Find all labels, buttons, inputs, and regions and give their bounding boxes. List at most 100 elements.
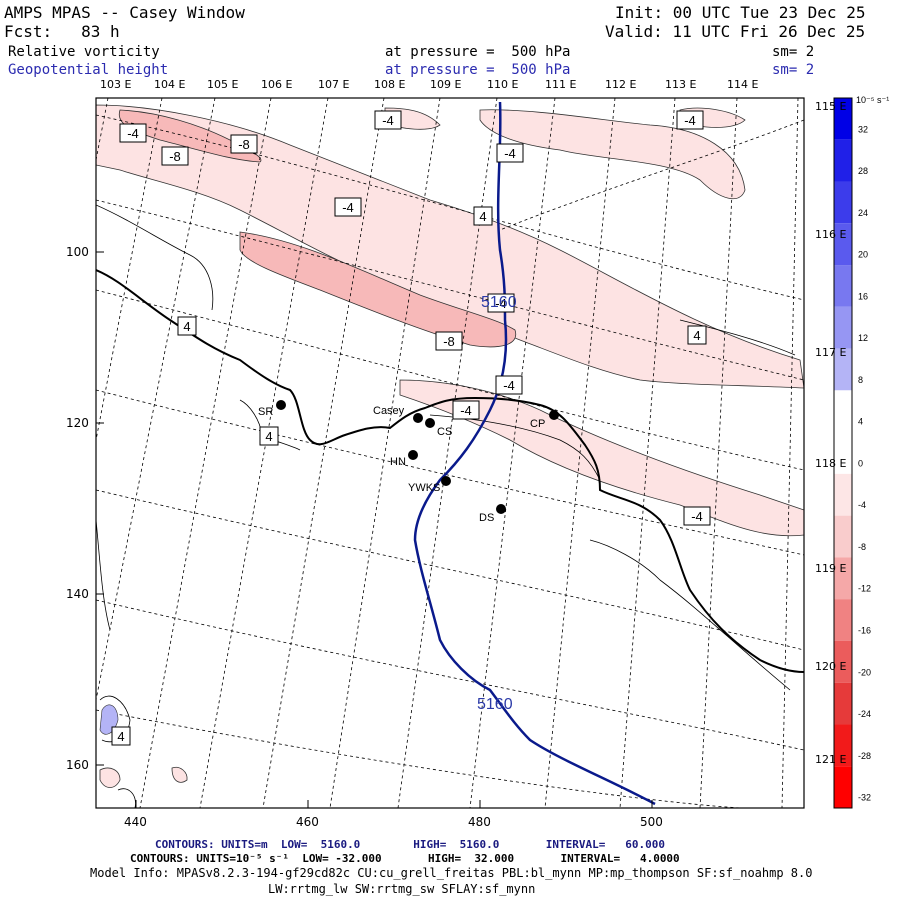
- app-title: AMPS MPAS -- Casey Window: [4, 3, 245, 22]
- contour-label: -4: [684, 113, 696, 128]
- model-info-physics: LW:rrtmg_lw SW:rrtmg_sw SFLAY:sf_mynn: [268, 882, 536, 896]
- lon-label-top: 114 E: [727, 78, 759, 91]
- colorbar-swatch: [834, 557, 852, 600]
- station-marker-ywks: [441, 476, 451, 486]
- colorbar-label: 20: [858, 250, 868, 260]
- forecast-hour: Fcst: 83 h: [4, 22, 120, 41]
- contour-label: -4: [342, 200, 354, 215]
- station-marker-cs: [425, 418, 435, 428]
- colorbar-swatch: [834, 223, 852, 266]
- station-marker-sr: [276, 400, 286, 410]
- contour-label: -4: [127, 126, 139, 141]
- colorbar-swatch: [834, 139, 852, 182]
- height-contour-5160: [413, 101, 656, 806]
- colorbar-label: 28: [858, 166, 868, 176]
- field1-name: Relative vorticity: [8, 44, 160, 60]
- station-label-casey: Casey: [373, 405, 405, 417]
- contour-label: -4: [460, 403, 472, 418]
- y-tick-label: 100: [66, 245, 89, 259]
- lon-label-right: 118 E: [815, 457, 847, 470]
- contours-info-height: CONTOURS: UNITS=m LOW= 5160.0 HIGH= 5160…: [155, 838, 665, 851]
- height-label: 5160: [477, 696, 513, 713]
- lon-label-right: 121 E: [815, 753, 847, 766]
- colorbar-label: -20: [858, 667, 871, 677]
- coastline: [96, 269, 804, 673]
- vorticity-fill-dark: [118, 109, 517, 348]
- model-info: Model Info: MPASv8.2.3-194-gf29cd82c CU:…: [90, 866, 813, 880]
- y-tick-label: 140: [66, 587, 89, 601]
- contour-label: 4: [479, 209, 486, 224]
- y-tick-label: 120: [66, 416, 89, 430]
- x-tick-label: 480: [468, 815, 491, 829]
- colorbar-label: -24: [858, 709, 871, 719]
- lon-label-top: 104 E: [154, 78, 186, 91]
- plot-frame: [95, 97, 805, 809]
- colorbar-swatch: [834, 348, 852, 391]
- lon-label-right: 117 E: [815, 346, 847, 359]
- lon-label-top: 113 E: [665, 78, 697, 91]
- lon-label-top: 108 E: [374, 78, 406, 91]
- contour-label: -8: [238, 137, 250, 152]
- colorbar-label: -8: [858, 542, 866, 552]
- vorticity-labels: -4 -8 -8 -4 -4 -4 -4 -8 4 -4 4 -4 -4 -4 …: [111, 110, 711, 746]
- height-labels: 5160 5160: [477, 294, 517, 713]
- station-label-cs: CS: [437, 426, 452, 438]
- height-label: 5160: [481, 294, 517, 311]
- station-label-hn: HN: [390, 456, 406, 468]
- colorbar-label: -12: [858, 584, 871, 594]
- colorbar-label: -4: [858, 500, 866, 510]
- colorbar-swatch: [834, 265, 852, 307]
- lon-label-top: 103 E: [100, 78, 132, 91]
- colorbar-label: -16: [858, 626, 871, 636]
- axis-ticks: [96, 251, 653, 808]
- lon-label-top: 112 E: [605, 78, 637, 91]
- colorbar-label: 32: [858, 124, 868, 134]
- x-tick-label: 440: [124, 815, 147, 829]
- colorbar-swatch: [834, 766, 852, 808]
- contour-label: -4: [504, 146, 516, 161]
- station-marker-cp: [549, 410, 559, 420]
- valid-time: Valid: 11 UTC Fri 26 Dec 25: [605, 22, 866, 41]
- thin-lines: [96, 204, 796, 808]
- colorbar-swatch: [834, 682, 852, 725]
- colorbar-label: -32: [858, 793, 871, 803]
- colorbar-swatch: [834, 432, 852, 474]
- field1-level: at pressure = 500 hPa: [385, 44, 571, 60]
- station-label-sr: SR: [258, 406, 273, 418]
- colorbar-swatch: [834, 181, 852, 224]
- contour-label: -4: [495, 296, 507, 311]
- contour-label: -8: [169, 149, 181, 164]
- colorbar-swatch: [834, 473, 852, 516]
- contour-label: 4: [265, 429, 272, 444]
- colorbar-swatch: [834, 306, 852, 349]
- colorbar-swatch: [834, 724, 852, 767]
- station-label-cp: CP: [530, 418, 545, 430]
- contours-heading-vorticity: CONTOURS:: [130, 852, 190, 865]
- colorbar-units: 10⁻⁵ s⁻¹: [856, 95, 889, 105]
- station-marker-hn: [408, 450, 418, 460]
- lon-label-right: 119 E: [815, 562, 847, 575]
- colorbar-label: 8: [858, 375, 863, 385]
- stations: [276, 400, 559, 514]
- contours-text-height: UNITS=m LOW= 5160.0 HIGH= 5160.0 INTERVA…: [221, 838, 665, 851]
- station-label-ds: DS: [479, 512, 494, 524]
- station-marker-ds: [496, 504, 506, 514]
- lon-label-right: 120 E: [815, 660, 847, 673]
- colorbar: 32 28 24 20 16 12 8 4 0 -4 -8 -12 -16 -20 -24 -28 -32: [834, 98, 871, 808]
- lon-label-right: 116 E: [815, 228, 847, 241]
- colorbar-swatch: [834, 390, 852, 433]
- init-time: Init: 00 UTC Tue 23 Dec 25: [615, 3, 866, 22]
- field2-smooth: sm= 2: [772, 62, 815, 78]
- colorbar-label: 24: [858, 208, 868, 218]
- contour-label: -4: [382, 113, 394, 128]
- x-tick-label: 500: [640, 815, 663, 829]
- colorbar-label: 0: [858, 458, 863, 468]
- colorbar-swatch: [834, 98, 852, 140]
- contour-label: -8: [443, 334, 455, 349]
- contour-label: 4: [693, 328, 700, 343]
- colorbar-label: -28: [858, 751, 871, 761]
- field2-name: Geopotential height: [8, 62, 169, 78]
- station-label-ywks: YWKS: [408, 482, 440, 494]
- lon-label-top: 109 E: [430, 78, 462, 91]
